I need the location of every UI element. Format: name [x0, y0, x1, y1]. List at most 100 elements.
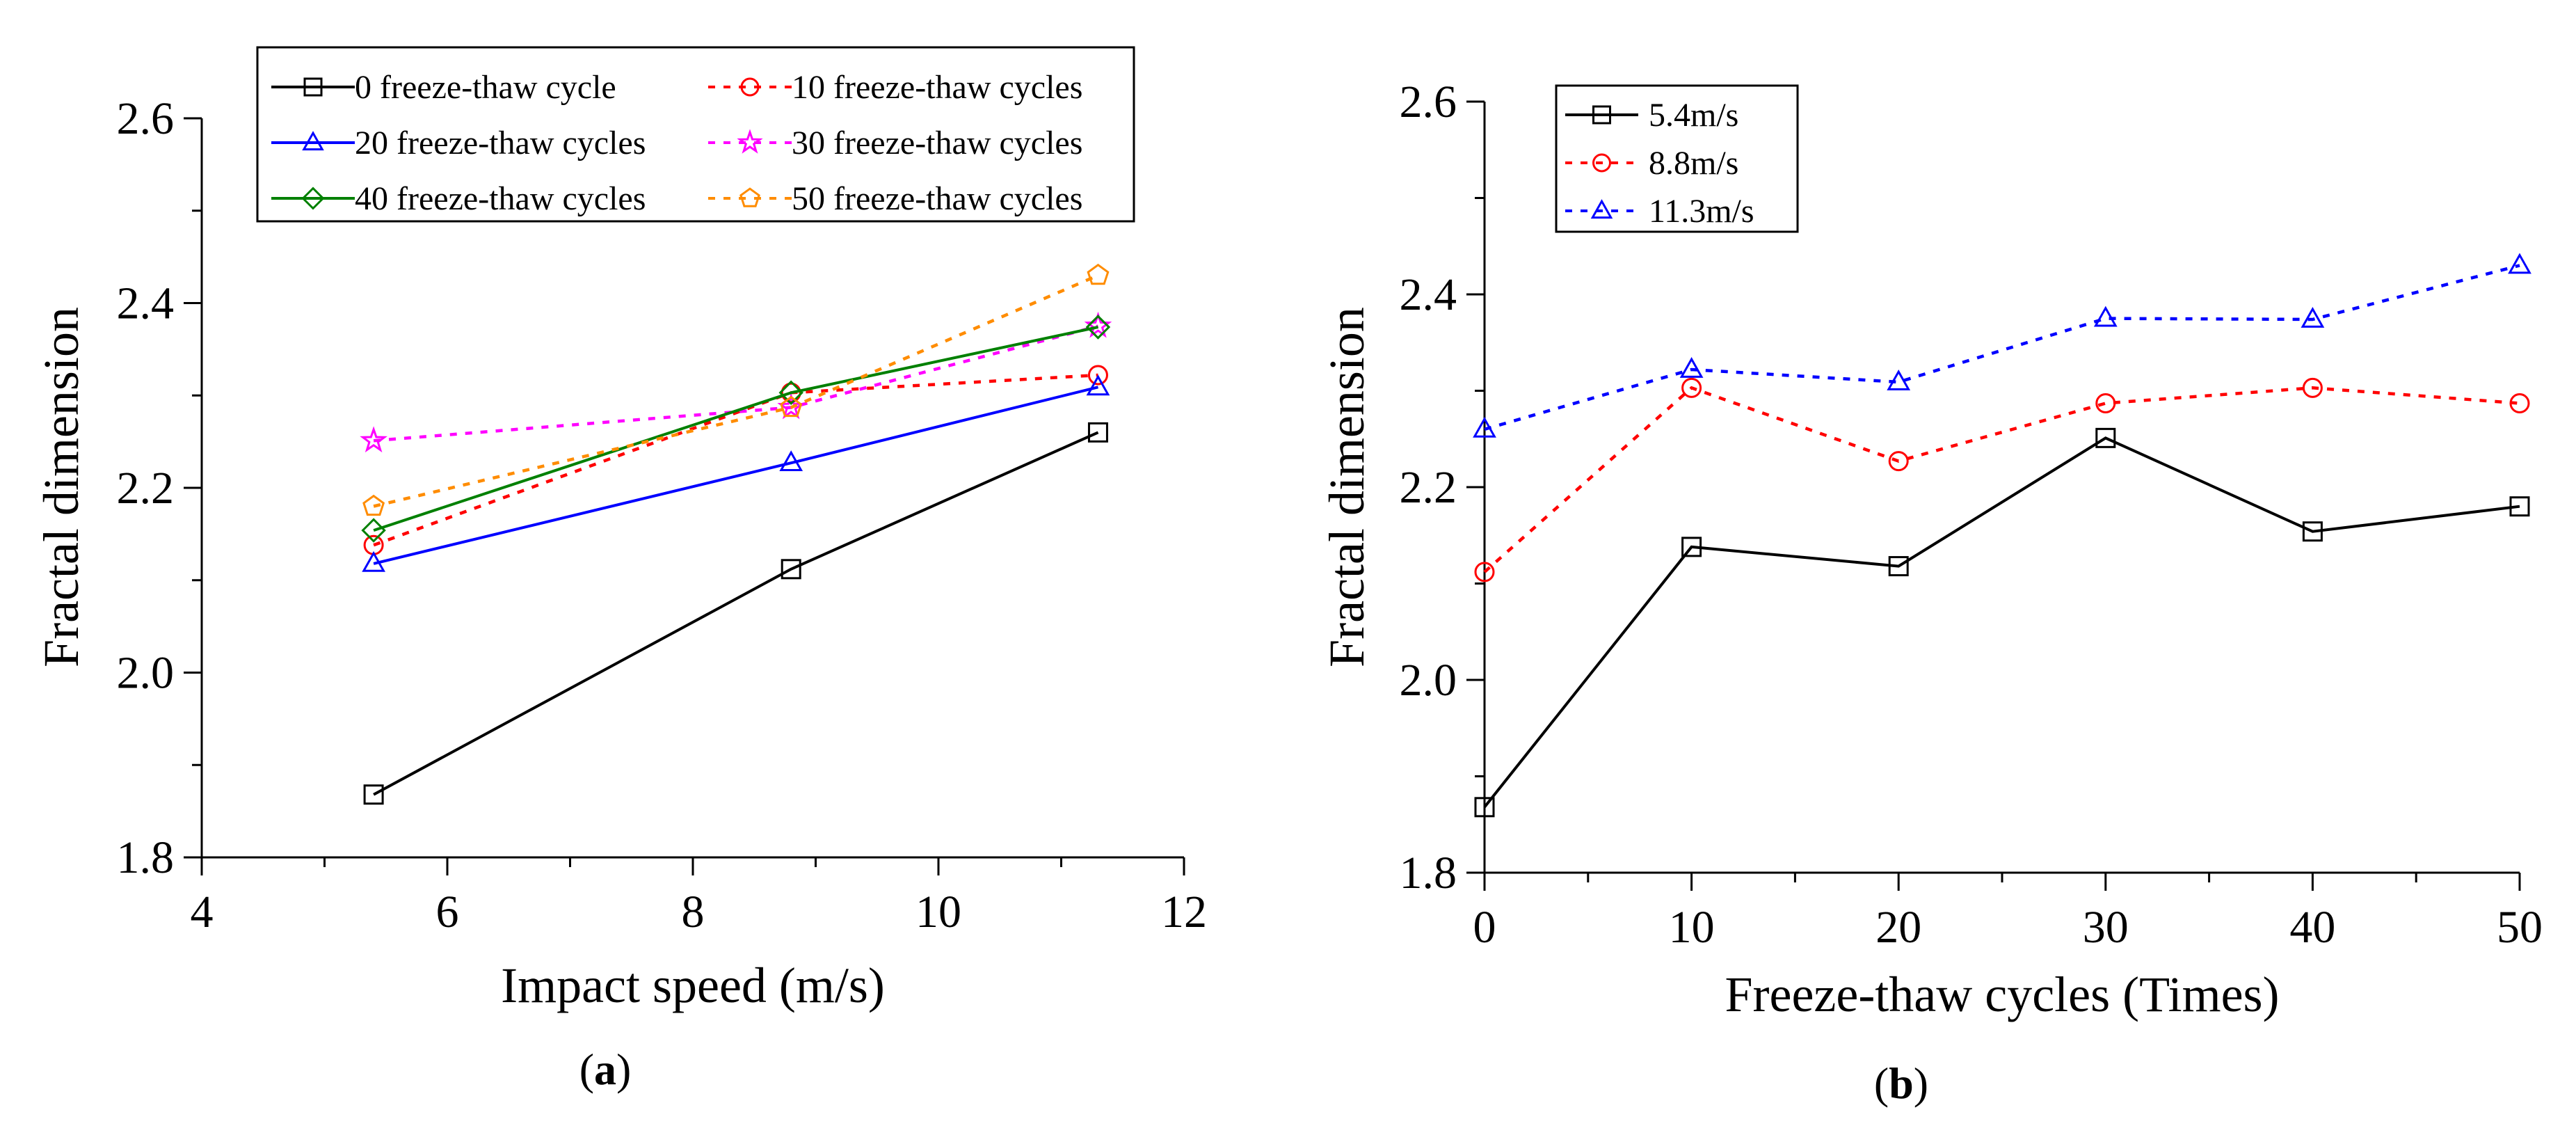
data-point-marker — [1086, 374, 1110, 396]
legend-marker-swatch — [737, 129, 763, 154]
y-tick-label: 2.2 — [117, 463, 175, 514]
data-point-marker — [363, 784, 384, 805]
series-1 — [363, 365, 1108, 555]
data-point-marker — [1087, 365, 1108, 386]
data-point-marker — [2508, 253, 2531, 274]
data-point-marker — [2302, 521, 2323, 542]
y-tick-label: 1.8 — [1400, 848, 1457, 898]
data-point-marker — [361, 518, 386, 543]
legend-marker-swatch — [303, 77, 323, 97]
data-point-marker — [2093, 306, 2118, 327]
series-line — [373, 326, 1098, 532]
x-tick-label: 8 — [682, 887, 705, 937]
series-line — [373, 373, 1098, 547]
y-axis-title: Fractal dimension — [33, 307, 89, 667]
data-point-marker — [1681, 377, 1702, 398]
data-point-marker — [2302, 377, 2323, 398]
legend-entry-label: 30 freeze-thaw cycles — [792, 125, 1082, 161]
legend-entry-label: 10 freeze-thaw cycles — [792, 69, 1082, 106]
y-tick-label: 2.0 — [117, 648, 175, 699]
y-tick-label: 2.4 — [1400, 269, 1457, 320]
y-tick-label: 1.8 — [117, 832, 175, 883]
legend-marker-swatch — [1590, 199, 1613, 219]
series-line — [373, 386, 1098, 565]
x-tick-label: 30 — [2083, 902, 2129, 953]
series-line — [1484, 264, 2520, 431]
data-point-marker — [1887, 370, 1911, 390]
legend-entry-label: 20 freeze-thaw cycles — [355, 125, 646, 161]
panel-label-letter: a — [594, 1045, 616, 1094]
panel-label-open-paren: ( — [579, 1045, 594, 1094]
y-tick-label: 2.4 — [117, 278, 175, 329]
data-point-marker — [362, 550, 385, 572]
series-line — [373, 273, 1099, 508]
legend-entry-label: 5.4m/s — [1649, 97, 1738, 134]
legend-marker-swatch — [302, 131, 324, 151]
y-axis-title: Fractal dimension — [1319, 307, 1375, 667]
legend-marker-swatch — [1592, 105, 1611, 125]
legend-marker-swatch — [739, 187, 760, 207]
data-point-marker — [2095, 427, 2116, 448]
panel-label-letter: b — [1889, 1058, 1914, 1108]
panel-label-close-paren: ) — [616, 1045, 631, 1094]
data-point-marker — [781, 382, 801, 403]
x-tick-label: 50 — [2497, 902, 2543, 953]
y-tick-label: 2.6 — [117, 93, 175, 144]
x-tick-label: 0 — [1473, 902, 1496, 953]
data-point-marker — [1087, 422, 1108, 443]
x-axis-title: Freeze-thaw cycles (Times) — [1725, 967, 2279, 1022]
legend-marker-swatch — [1592, 153, 1611, 173]
data-point-marker — [1888, 556, 1909, 577]
data-point-marker — [1474, 562, 1495, 582]
data-point-marker — [1473, 416, 1496, 438]
x-axis-title: Impact speed (m/s) — [501, 958, 885, 1013]
y-tick-label: 2.6 — [1400, 77, 1457, 127]
legend: 0 freeze-thaw cycle 10 freeze-thaw cycles… — [256, 46, 1135, 223]
series-line — [1483, 386, 2520, 573]
series-line — [373, 431, 1099, 796]
data-point-marker — [1681, 537, 1702, 557]
data-point-marker — [1085, 315, 1111, 340]
data-point-marker — [778, 380, 803, 405]
x-tick-label: 20 — [1875, 902, 1921, 953]
panel-label-close-paren: ) — [1914, 1058, 1928, 1108]
x-tick-label: 10 — [915, 887, 961, 937]
series-4 — [361, 315, 1111, 543]
y-tick-label: 2.0 — [1400, 655, 1457, 706]
data-point-marker — [781, 559, 801, 580]
x-tick-label: 6 — [436, 887, 459, 937]
legend: 5.4m/s 8.8m/s 11.3m/s — [1555, 84, 1799, 233]
y-tick-label: 2.2 — [1400, 462, 1457, 513]
panel-label: (b) — [1874, 1058, 1928, 1108]
legend-frame — [256, 46, 1135, 223]
legend-marker-swatch — [301, 187, 325, 210]
x-tick-label: 10 — [1669, 902, 1715, 953]
series-0 — [363, 422, 1108, 805]
series-3 — [360, 311, 1112, 453]
legend-entry-label: 11.3m/s — [1649, 193, 1754, 230]
x-tick-label: 40 — [2289, 902, 2335, 953]
data-point-marker — [779, 450, 803, 472]
series-2 — [1473, 253, 2531, 438]
data-point-marker — [360, 426, 387, 453]
data-point-marker — [362, 494, 385, 516]
data-point-marker — [2509, 496, 2530, 517]
panel-label: (a) — [579, 1045, 632, 1094]
series-line — [373, 324, 1099, 443]
series-5 — [362, 263, 1110, 516]
series-2 — [362, 374, 1110, 572]
data-point-marker — [1087, 263, 1110, 285]
series-0 — [1474, 427, 2530, 818]
panel-label-open-paren: ( — [1874, 1058, 1889, 1108]
legend-entry-label: 50 freeze-thaw cycles — [792, 180, 1082, 217]
data-point-marker — [1888, 451, 1909, 472]
legend-entry-label: 40 freeze-thaw cycles — [355, 180, 646, 217]
data-point-marker — [2509, 393, 2530, 414]
legend-frame — [1555, 84, 1799, 233]
data-point-marker — [1474, 797, 1495, 818]
data-point-marker — [1679, 357, 1704, 378]
x-tick-label: 12 — [1161, 887, 1207, 937]
series-line — [1483, 436, 2520, 809]
series-1 — [1474, 377, 2530, 582]
